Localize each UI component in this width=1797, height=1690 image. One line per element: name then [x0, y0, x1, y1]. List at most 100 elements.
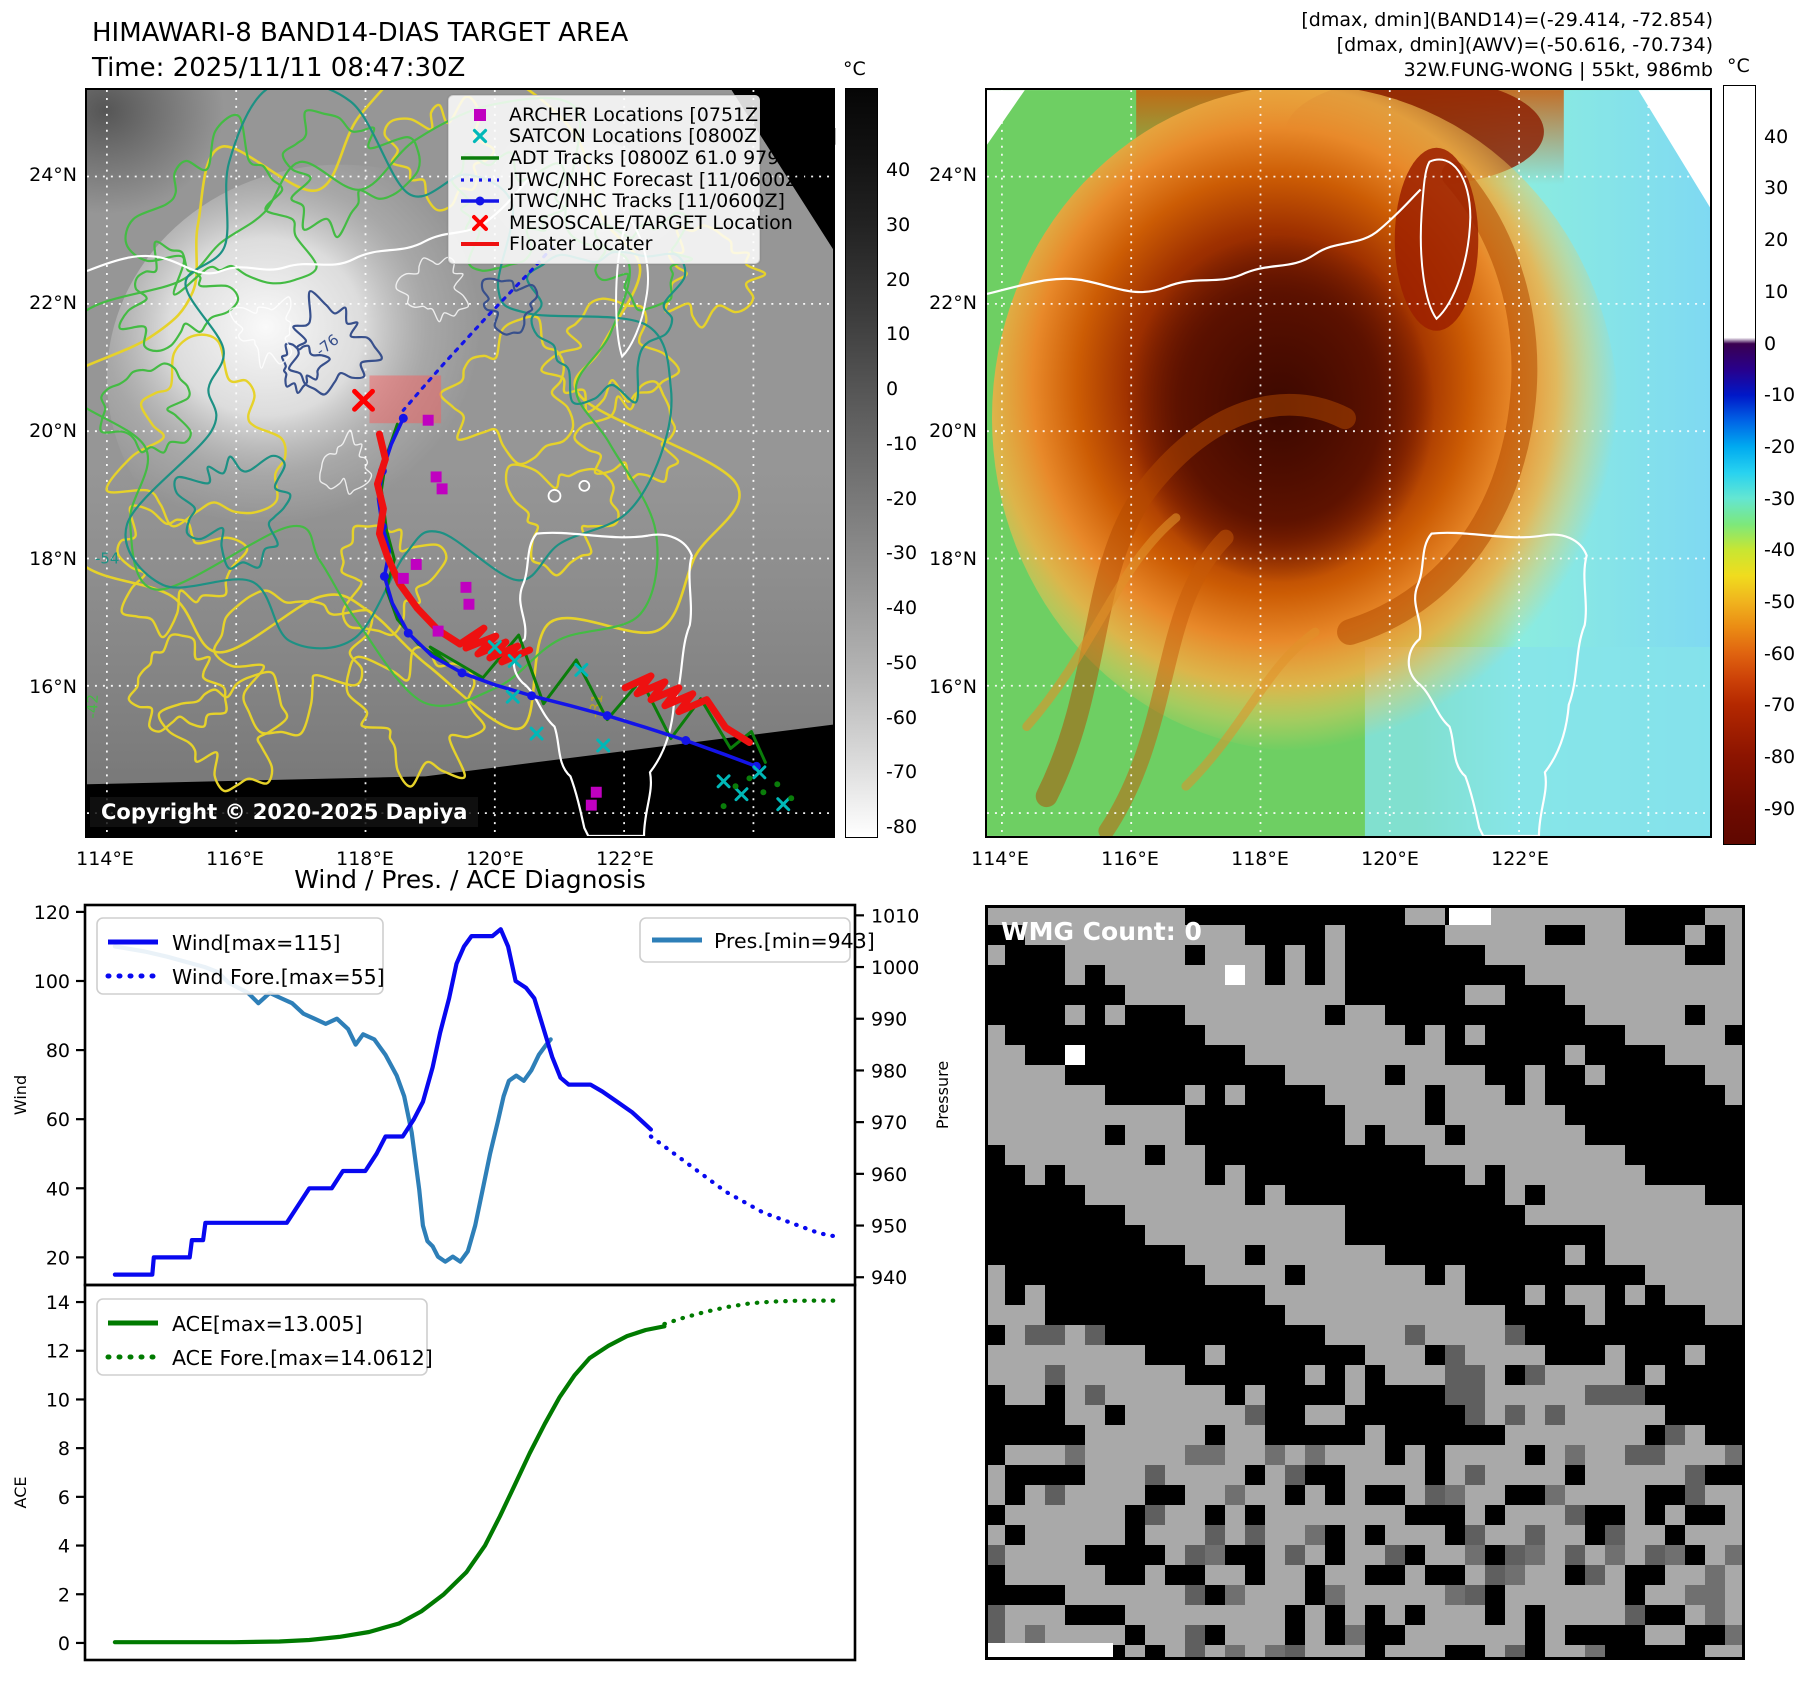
jtwc-track-line-icon [461, 196, 499, 206]
contour-label: -42 [87, 694, 102, 719]
pressure-tick-label: 1010 [871, 905, 919, 927]
floater-line-icon [461, 242, 499, 247]
wind-axis-label: Wind [11, 1075, 30, 1115]
ace-tick-label: 8 [58, 1438, 70, 1460]
pressure-tick-label: 990 [871, 1009, 907, 1031]
wind-tick-label: 40 [46, 1178, 70, 1200]
wind-legend-label: Wind[max=115] [172, 931, 340, 955]
colorbar-tick-label: -20 [1764, 435, 1796, 458]
lat-tick-label: 18°N [929, 548, 977, 570]
awv-satellite-map [986, 77, 1710, 839]
wind-fore-legend-label: Wind Fore.[max=55] [172, 965, 385, 989]
lon-tick-label: 120°E [1361, 848, 1419, 870]
colorbar-tick-label: 0 [1764, 332, 1777, 355]
legend-item: JTWC/NHC Forecast [11/0600Z] [457, 169, 806, 191]
lat-tick-label: 24°N [929, 164, 977, 186]
colorbar-tick-label: -10 [1764, 384, 1796, 407]
pressure-tick-label: 980 [871, 1060, 907, 1082]
wind-tick-label: 60 [46, 1109, 70, 1131]
lon-tick-label: 122°E [1491, 848, 1549, 870]
colorbar-tick-label: -70 [886, 761, 918, 784]
pressure-tick-label: 940 [871, 1267, 907, 1289]
lat-tick-label: 16°N [29, 676, 77, 698]
archer-square-icon [474, 108, 486, 121]
colorbar-tick-label: 30 [886, 213, 911, 236]
awv-colorbar-gradient [1724, 86, 1755, 844]
storm-id-label: 32W.FUNG-WONG | 55kt, 986mb [1403, 59, 1713, 81]
figure-title-block: HIMAWARI-8 BAND14-DIAS TARGET AREA Time:… [92, 16, 628, 86]
legend-item-label: MESOSCALE/TARGET Location [509, 211, 793, 234]
colorbar-tick-label: 10 [886, 323, 911, 346]
annotation-block: [dmax, dmin](BAND14)=(-29.414, -72.854) … [1301, 8, 1713, 83]
legend-item-label: JTWC/NHC Forecast [11/0600Z] [509, 168, 806, 191]
lat-tick-label: 22°N [29, 292, 77, 314]
colorbar-tick-label: 0 [886, 378, 899, 401]
colorbar-tick-label: -30 [1764, 487, 1796, 510]
lon-tick-label: 118°E [336, 848, 394, 870]
lat-tick-label: 22°N [929, 292, 977, 314]
copyright-label: Copyright © 2020-2025 Dapiya [90, 797, 479, 827]
lon-tick-label: 120°E [466, 848, 524, 870]
legend-item: MESOSCALE/TARGET Location [457, 212, 793, 234]
colorbar-tick-label: -80 [886, 816, 918, 839]
colorbar-tick-label: 40 [886, 159, 911, 182]
legend-item: ARCHER Locations [0751Z] [457, 104, 766, 126]
lon-tick-label: 118°E [1231, 848, 1289, 870]
ace-legend-label: ACE[max=13.005] [172, 1312, 363, 1336]
satcon-x-icon [472, 129, 488, 144]
dmax-dmin-band14: [dmax, dmin](BAND14)=(-29.414, -72.854) [1301, 9, 1713, 31]
band14-map-panel: -76 -54 -42 -31 ARCHER Locations [0751Z] SAT… [23, 45, 837, 838]
lon-tick-label: 116°E [206, 848, 264, 870]
band14-colorbar-unit: °C [843, 58, 866, 80]
wmg-pixel-map [985, 905, 1745, 1665]
awv-colorbar [1723, 85, 1756, 845]
contour-label: -54 [95, 549, 119, 567]
pressure-tick-label: 970 [871, 1112, 907, 1134]
colorbar-tick-label: -10 [886, 432, 918, 455]
colorbar-tick-label: 20 [1764, 229, 1789, 252]
band14-colorbar-gradient [846, 89, 877, 837]
colorbar-tick-label: -70 [1764, 694, 1796, 717]
legend-item-label: ARCHER Locations [0751Z] [509, 103, 766, 126]
lat-tick-label: 20°N [29, 420, 77, 442]
timestamp: Time: 2025/11/11 08:47:30Z [92, 53, 466, 83]
target-x-icon [472, 214, 488, 231]
wind-tick-label: 100 [34, 971, 70, 993]
adt-line-icon [461, 156, 499, 160]
pressure-axis-label: Pressure [933, 1061, 952, 1129]
ace-tick-label: 12 [46, 1341, 70, 1363]
ace-tick-label: 4 [58, 1536, 70, 1558]
lon-tick-label: 114°E [971, 848, 1029, 870]
colorbar-tick-label: -90 [1764, 797, 1796, 820]
legend-item: Floater Locater [457, 233, 749, 255]
page-title: HIMAWARI-8 BAND14-DIAS TARGET AREA [92, 18, 629, 48]
legend-item-label: SATCON Locations [0800Z 55 978] [509, 125, 837, 148]
ace-tick-label: 2 [58, 1584, 70, 1606]
ace-fore-legend-label: ACE Fore.[max=14.0612] [172, 1346, 433, 1370]
colorbar-tick-label: 10 [1764, 280, 1789, 303]
ace-tick-label: 0 [58, 1633, 70, 1655]
colorbar-tick-label: 20 [886, 268, 911, 291]
pressure-tick-label: 960 [871, 1164, 907, 1186]
legend-item-label: JTWC/NHC Tracks [11/0600Z] [509, 190, 785, 213]
colorbar-tick-label: -40 [886, 597, 918, 620]
pressure-tick-label: 950 [871, 1216, 907, 1238]
band14-colorbar [845, 88, 878, 838]
colorbar-tick-label: -50 [886, 651, 918, 674]
legend-item: SATCON Locations [0800Z 55 978] [457, 125, 837, 147]
diagnosis-charts: Wind / Pres. / ACE Diagnosis120100806040… [11, 865, 952, 1662]
legend-item: JTWC/NHC Tracks [11/0600Z] [457, 190, 785, 212]
lat-tick-label: 24°N [29, 164, 77, 186]
wind-tick-label: 20 [46, 1247, 70, 1269]
colorbar-tick-label: -30 [886, 542, 918, 565]
lat-tick-label: 20°N [929, 420, 977, 442]
ace-axis-label: ACE [11, 1477, 30, 1509]
colorbar-tick-label: -60 [1764, 642, 1796, 665]
dmax-dmin-awv: [dmax, dmin](AWV)=(-50.616, -70.734) [1336, 34, 1713, 56]
wind-tick-label: 120 [34, 902, 70, 924]
awv-map-panel [985, 77, 1712, 839]
ace-tick-label: 14 [46, 1292, 70, 1314]
pressure-legend-label: Pres.[min=943] [714, 929, 875, 953]
colorbar-tick-label: -40 [1764, 539, 1796, 562]
